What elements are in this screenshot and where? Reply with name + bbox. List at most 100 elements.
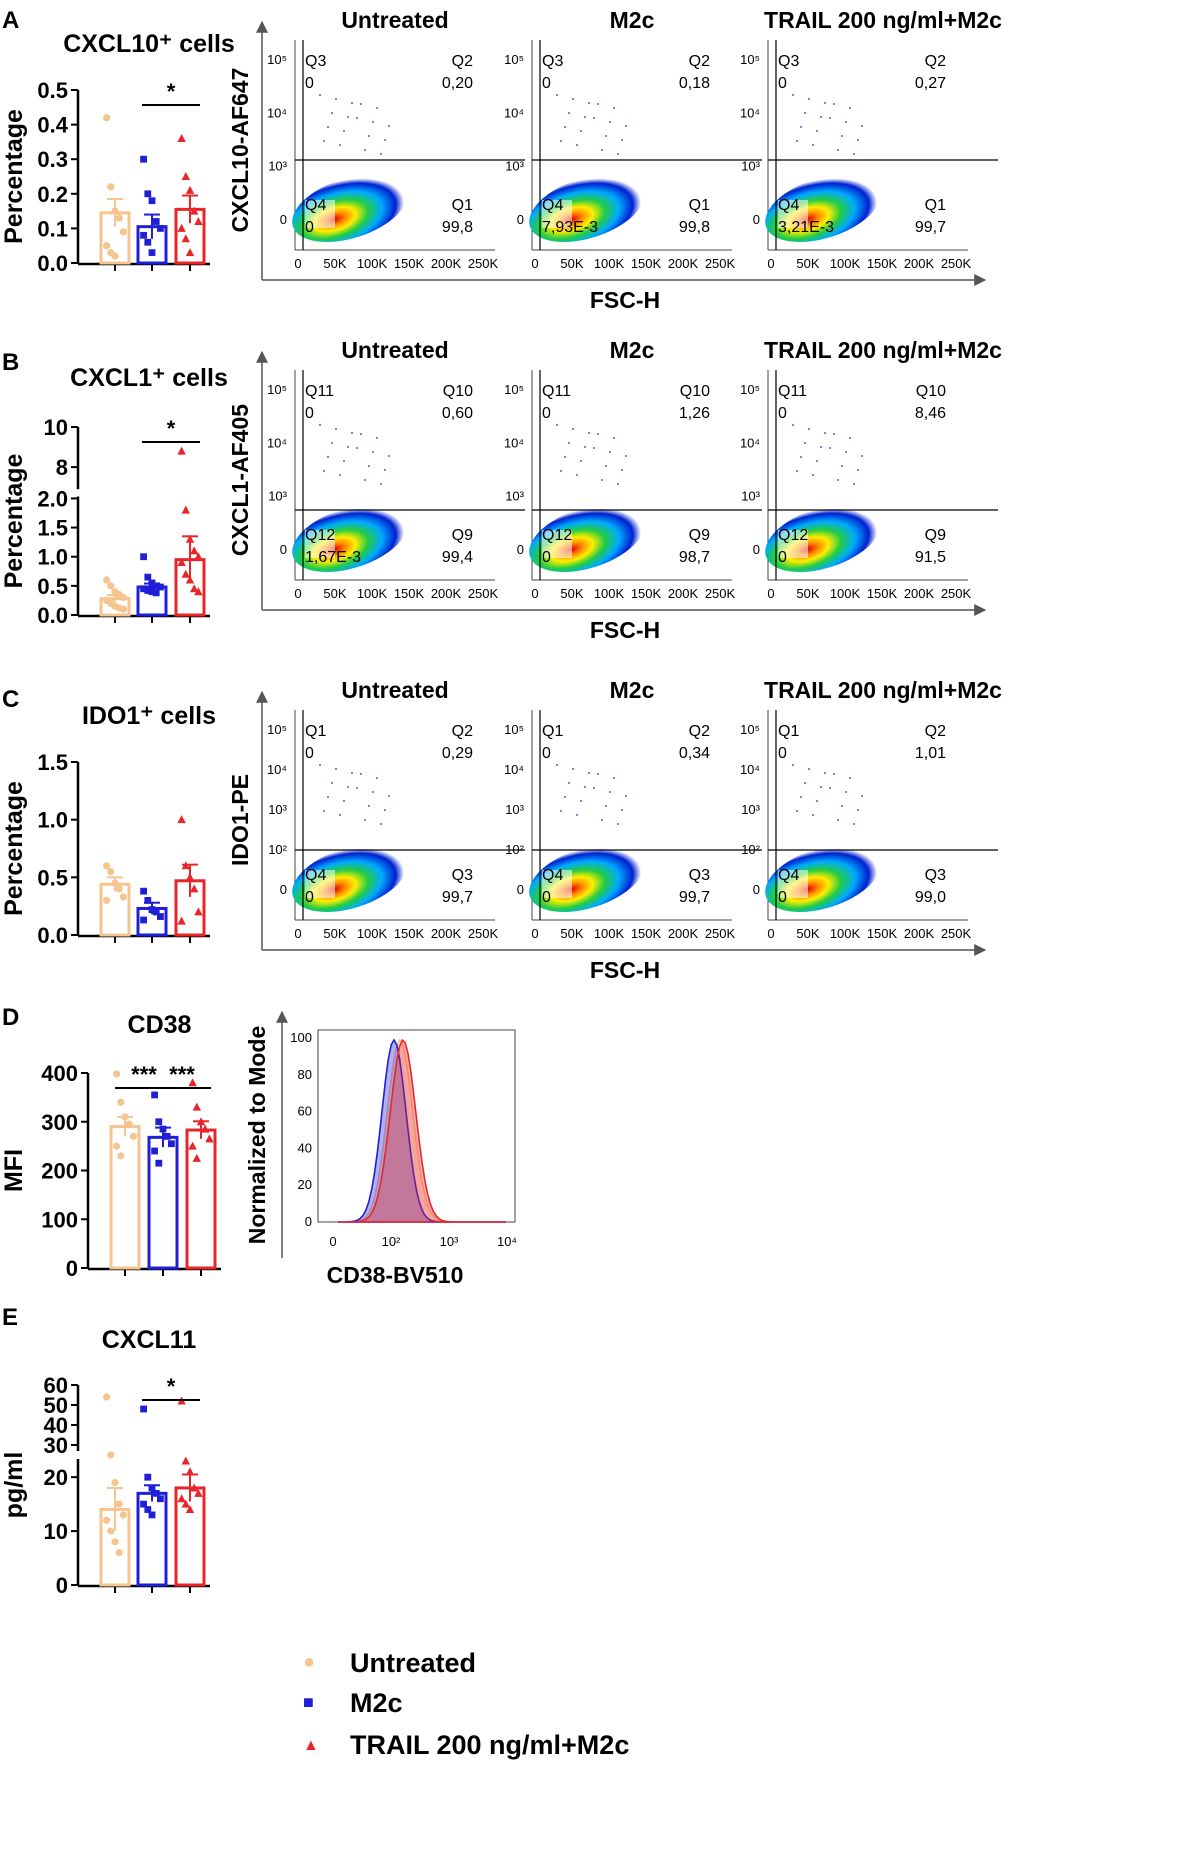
facs-event bbox=[588, 432, 590, 434]
facs-event bbox=[812, 474, 814, 476]
facs-title: M2c bbox=[610, 7, 655, 33]
facs-event bbox=[593, 117, 595, 119]
data-point bbox=[115, 214, 123, 222]
legend-marker-untreated: ● bbox=[303, 1651, 315, 1673]
facs-event bbox=[613, 437, 615, 439]
facs-x-tick-label: 50K bbox=[323, 586, 346, 601]
data-point bbox=[140, 553, 147, 561]
legend-marker-m2c: ■ bbox=[303, 1692, 314, 1712]
quadrant-ur-value: 1,01 bbox=[915, 745, 946, 762]
y-tick-label: 8 bbox=[56, 455, 68, 480]
facs-event bbox=[804, 112, 806, 114]
facs-x-label: FSC-H bbox=[590, 957, 660, 983]
facs-y-tick-label: 10³ bbox=[741, 489, 760, 504]
quadrant-lr-value: 99,7 bbox=[679, 889, 710, 906]
y-tick-label: 30 bbox=[44, 1433, 68, 1458]
facs-plot-1: M2c 0 10² 10³ 10⁴ 10⁵ 0 50K 100K 150K 200K 250K Q1 0 Q… bbox=[504, 677, 762, 941]
quadrant-lr-value: 99,7 bbox=[442, 889, 473, 906]
y-tick-label: 0 bbox=[66, 1256, 78, 1281]
facs-x-tick-label: 50K bbox=[796, 256, 819, 271]
quadrant-lr-value: 99,7 bbox=[915, 219, 946, 236]
facs-y-tick-label: 10⁵ bbox=[740, 722, 760, 737]
facs-x-tick-label: 100K bbox=[830, 586, 861, 601]
data-point bbox=[185, 1505, 195, 1514]
data-point bbox=[194, 552, 203, 561]
facs-x-tick-label: 50K bbox=[560, 586, 583, 601]
facs-event bbox=[331, 442, 333, 444]
facs-x-tick-label: 50K bbox=[323, 926, 346, 941]
facs-event bbox=[833, 433, 835, 435]
facs-event bbox=[792, 94, 794, 96]
facs-y-tick-label: 10⁵ bbox=[740, 382, 760, 397]
quadrant-lr: Q9 bbox=[452, 527, 473, 544]
facs-y-label: CXCL1-AF405 bbox=[227, 404, 253, 556]
data-point bbox=[119, 893, 127, 901]
facs-y-tick-label: 10⁵ bbox=[504, 382, 524, 397]
facs-event bbox=[339, 144, 341, 146]
data-point bbox=[157, 583, 164, 591]
quadrant-ll-value: 0 bbox=[778, 549, 787, 566]
facs-y-tick-label: 10⁴ bbox=[504, 435, 524, 450]
quadrant-lr: Q3 bbox=[925, 867, 946, 884]
facs-event bbox=[560, 810, 562, 812]
facs-title: TRAIL 200 ng/ml+M2c bbox=[764, 337, 1002, 363]
legend-label-untreated: Untreated bbox=[350, 1648, 476, 1678]
data-point bbox=[185, 872, 195, 881]
facs-event bbox=[816, 800, 818, 802]
facs-event bbox=[808, 428, 810, 430]
facs-density-mask bbox=[542, 870, 572, 898]
facs-density-mask bbox=[778, 530, 808, 558]
facs-event bbox=[351, 772, 353, 774]
facs-y-tick-label: 10³ bbox=[741, 159, 760, 174]
facs-title: Untreated bbox=[341, 7, 448, 33]
facs-y-tick-label: 10³ bbox=[268, 489, 287, 504]
y-tick-label: 0.3 bbox=[37, 147, 68, 172]
facs-event bbox=[360, 433, 362, 435]
facs-title: TRAIL 200 ng/ml+M2c bbox=[764, 677, 1002, 703]
facs-y-tick-label: 10⁴ bbox=[740, 105, 760, 120]
quadrant-ur-value: 0,60 bbox=[442, 405, 473, 422]
data-point bbox=[190, 546, 199, 555]
facs-event bbox=[853, 153, 855, 155]
data-point bbox=[111, 207, 119, 215]
quadrant-ul-value: 0 bbox=[542, 405, 551, 422]
facs-y-tick-label: 10³ bbox=[505, 802, 524, 817]
data-point bbox=[103, 1516, 111, 1524]
bar-0 bbox=[99, 882, 131, 937]
facs-event bbox=[380, 823, 382, 825]
y-tick-label: 100 bbox=[41, 1207, 78, 1232]
y-tick-label: 0.0 bbox=[37, 923, 68, 948]
facs-x-tick-label: 250K bbox=[941, 586, 972, 601]
data-point bbox=[205, 1134, 214, 1143]
facs-event bbox=[564, 126, 566, 128]
data-point bbox=[119, 228, 127, 236]
facs-event bbox=[593, 447, 595, 449]
quadrant-lr: Q1 bbox=[689, 197, 710, 214]
histogram: 0 20 40 60 80 100 0 10² 10³ 10⁴ Normalized to Mode… bbox=[244, 1010, 517, 1288]
facs-x-tick-label: 50K bbox=[323, 256, 346, 271]
quadrant-lr: Q9 bbox=[689, 527, 710, 544]
y-tick-label: 2.0 bbox=[37, 486, 68, 511]
facs-x-tick-label: 50K bbox=[796, 586, 819, 601]
facs-event bbox=[368, 465, 370, 467]
data-point bbox=[111, 252, 119, 260]
significance-label: *** bbox=[131, 1062, 157, 1087]
quadrant-ul: Q3 bbox=[778, 53, 799, 70]
data-point bbox=[181, 569, 190, 578]
facs-x-tick-label: 0 bbox=[294, 256, 301, 271]
data-point bbox=[168, 1140, 175, 1148]
facs-y-tick-label: 10⁵ bbox=[267, 722, 287, 737]
data-point bbox=[152, 582, 160, 590]
facs-y-tick-label: 0 bbox=[517, 212, 524, 227]
significance-label: * bbox=[167, 416, 176, 441]
facs-event bbox=[792, 424, 794, 426]
facs-event bbox=[861, 795, 863, 797]
data-point bbox=[155, 1118, 163, 1126]
facs-event bbox=[576, 814, 578, 816]
panel-label-D: D bbox=[2, 1004, 19, 1031]
facs-event bbox=[621, 809, 623, 811]
panel-B: B CXCL1⁺ cells Percentage 0.0 0.5 1.0 1.5 2.0 8 1… bbox=[0, 337, 1002, 643]
data-point bbox=[185, 534, 195, 543]
data-point bbox=[140, 155, 147, 163]
